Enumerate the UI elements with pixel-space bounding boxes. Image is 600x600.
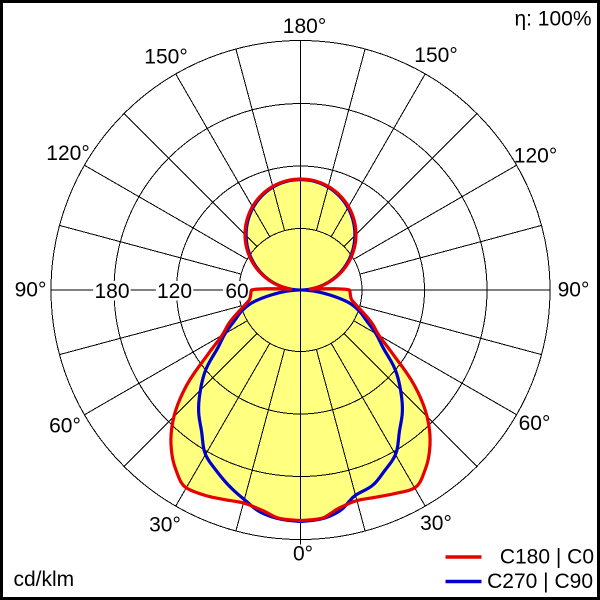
svg-text:90°: 90° xyxy=(15,279,47,302)
svg-text:30°: 30° xyxy=(149,514,181,537)
svg-text:180°: 180° xyxy=(283,15,326,38)
svg-text:90°: 90° xyxy=(558,279,590,302)
svg-text:60°: 60° xyxy=(519,412,551,435)
svg-text:120°: 120° xyxy=(514,145,557,168)
svg-text:C270 | C90: C270 | C90 xyxy=(487,570,593,593)
svg-text:120: 120 xyxy=(157,280,192,303)
svg-text:0°: 0° xyxy=(293,543,313,566)
svg-text:180: 180 xyxy=(94,280,129,303)
svg-text:η: 100%: η: 100% xyxy=(514,8,591,31)
svg-text:120°: 120° xyxy=(46,142,89,165)
svg-text:60°: 60° xyxy=(49,415,81,438)
svg-text:30°: 30° xyxy=(420,512,452,535)
svg-text:150°: 150° xyxy=(414,44,457,67)
svg-text:150°: 150° xyxy=(144,46,187,69)
svg-text:cd/klm: cd/klm xyxy=(14,568,75,591)
svg-text:60: 60 xyxy=(225,280,248,303)
svg-text:C180 | C0: C180 | C0 xyxy=(500,546,594,569)
